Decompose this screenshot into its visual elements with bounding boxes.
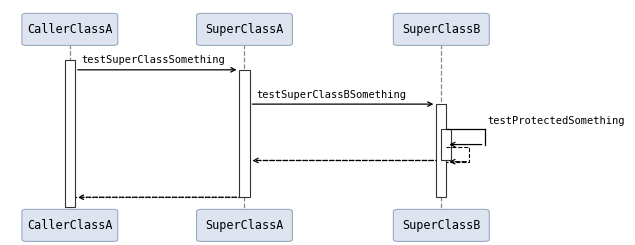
FancyBboxPatch shape xyxy=(22,13,118,46)
FancyBboxPatch shape xyxy=(393,13,489,46)
Text: testSuperClassSomething: testSuperClassSomething xyxy=(81,55,225,65)
Bar xyxy=(239,70,250,197)
Text: testProtectedSomething: testProtectedSomething xyxy=(488,116,625,126)
FancyBboxPatch shape xyxy=(22,209,118,242)
Bar xyxy=(441,129,451,160)
Text: SuperClassB: SuperClassB xyxy=(402,219,481,232)
Bar xyxy=(65,60,75,207)
Text: CallerClassA: CallerClassA xyxy=(27,219,112,232)
FancyBboxPatch shape xyxy=(393,209,489,242)
Text: SuperClassA: SuperClassA xyxy=(205,23,284,36)
FancyBboxPatch shape xyxy=(197,13,292,46)
Bar xyxy=(436,104,446,197)
Text: testSuperClassBSomething: testSuperClassBSomething xyxy=(256,90,406,100)
Text: CallerClassA: CallerClassA xyxy=(27,23,112,36)
Text: SuperClassB: SuperClassB xyxy=(402,23,481,36)
Text: SuperClassA: SuperClassA xyxy=(205,219,284,232)
FancyBboxPatch shape xyxy=(197,209,292,242)
